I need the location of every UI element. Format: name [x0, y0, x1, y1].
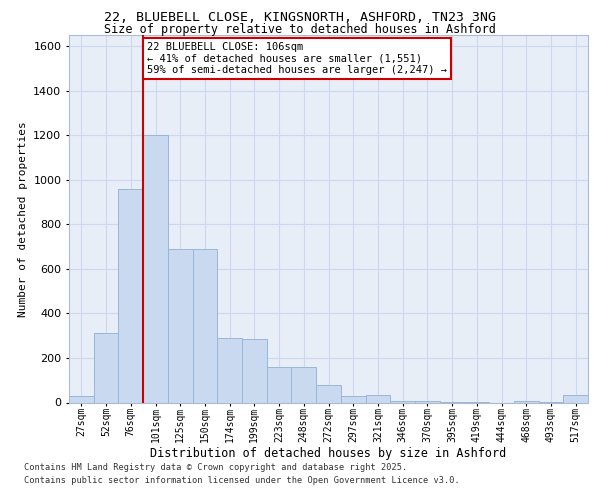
- Bar: [316, 384, 341, 402]
- Bar: [415, 400, 440, 402]
- Text: 22 BLUEBELL CLOSE: 106sqm
← 41% of detached houses are smaller (1,551)
59% of se: 22 BLUEBELL CLOSE: 106sqm ← 41% of detac…: [147, 42, 447, 75]
- Bar: [563, 396, 588, 402]
- Text: Contains public sector information licensed under the Open Government Licence v3: Contains public sector information licen…: [24, 476, 460, 485]
- Bar: [292, 367, 316, 402]
- Bar: [390, 400, 415, 402]
- Bar: [217, 338, 242, 402]
- Bar: [242, 339, 267, 402]
- Bar: [193, 249, 217, 402]
- Bar: [118, 188, 143, 402]
- Bar: [267, 367, 292, 402]
- Bar: [341, 396, 365, 402]
- Y-axis label: Number of detached properties: Number of detached properties: [17, 121, 28, 316]
- Bar: [514, 400, 539, 402]
- Bar: [143, 135, 168, 402]
- Text: Size of property relative to detached houses in Ashford: Size of property relative to detached ho…: [104, 22, 496, 36]
- Bar: [365, 396, 390, 402]
- X-axis label: Distribution of detached houses by size in Ashford: Distribution of detached houses by size …: [151, 448, 506, 460]
- Bar: [69, 396, 94, 402]
- Text: 22, BLUEBELL CLOSE, KINGSNORTH, ASHFORD, TN23 3NG: 22, BLUEBELL CLOSE, KINGSNORTH, ASHFORD,…: [104, 11, 496, 24]
- Bar: [168, 249, 193, 402]
- Bar: [94, 334, 118, 402]
- Text: Contains HM Land Registry data © Crown copyright and database right 2025.: Contains HM Land Registry data © Crown c…: [24, 464, 407, 472]
